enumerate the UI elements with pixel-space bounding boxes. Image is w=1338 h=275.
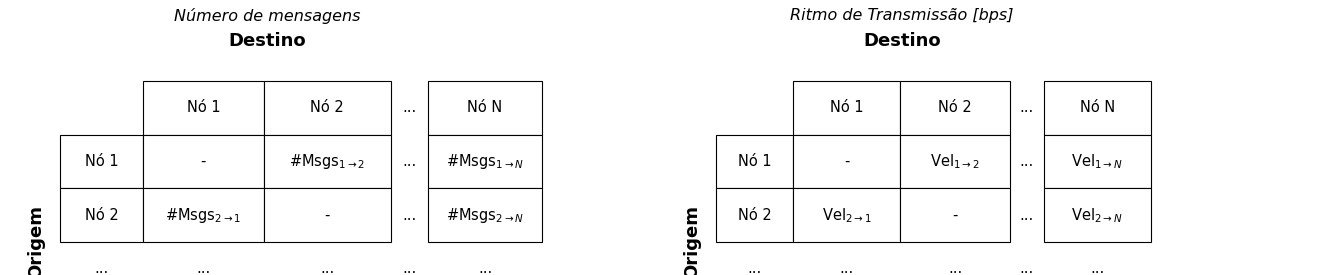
FancyBboxPatch shape [143, 135, 264, 188]
FancyBboxPatch shape [143, 188, 264, 242]
Text: Nó N: Nó N [467, 100, 503, 116]
FancyBboxPatch shape [264, 188, 391, 242]
FancyBboxPatch shape [793, 135, 900, 188]
Text: ...: ... [1020, 100, 1034, 116]
Text: Número de mensagens: Número de mensagens [174, 8, 360, 24]
FancyBboxPatch shape [900, 135, 1010, 188]
Text: ...: ... [403, 261, 416, 275]
Text: Destino: Destino [227, 32, 306, 50]
Text: Nó 2: Nó 2 [84, 208, 119, 223]
FancyBboxPatch shape [716, 135, 793, 188]
FancyBboxPatch shape [1044, 188, 1151, 242]
Text: Nó 2: Nó 2 [310, 100, 344, 116]
FancyBboxPatch shape [60, 135, 143, 188]
Text: Nó 1: Nó 1 [84, 154, 119, 169]
Text: #Msgs$_{1\rightarrow2}$: #Msgs$_{1\rightarrow2}$ [289, 152, 365, 171]
Text: Vel$_{2\rightarrow1}$: Vel$_{2\rightarrow1}$ [822, 206, 872, 224]
Text: Origem: Origem [27, 205, 45, 275]
FancyBboxPatch shape [428, 188, 542, 242]
Text: Nó 2: Nó 2 [737, 208, 772, 223]
Text: ...: ... [1090, 261, 1104, 275]
Text: ...: ... [403, 154, 416, 169]
Text: -: - [201, 154, 206, 169]
Text: Nó 2: Nó 2 [938, 100, 973, 116]
FancyBboxPatch shape [793, 188, 900, 242]
Text: Vel$_{1\rightarrow N}$: Vel$_{1\rightarrow N}$ [1072, 152, 1123, 171]
Text: #Msgs$_{1\rightarrow N}$: #Msgs$_{1\rightarrow N}$ [446, 152, 524, 171]
FancyBboxPatch shape [264, 135, 391, 188]
FancyBboxPatch shape [60, 188, 143, 242]
Text: Origem: Origem [682, 205, 701, 275]
Text: ...: ... [840, 261, 854, 275]
Text: Nó 1: Nó 1 [830, 100, 864, 116]
Text: Vel$_{2\rightarrow N}$: Vel$_{2\rightarrow N}$ [1072, 206, 1123, 224]
Text: ...: ... [748, 261, 761, 275]
Text: #Msgs$_{2\rightarrow1}$: #Msgs$_{2\rightarrow1}$ [166, 206, 241, 225]
FancyBboxPatch shape [900, 188, 1010, 242]
Text: Vel$_{1\rightarrow2}$: Vel$_{1\rightarrow2}$ [930, 152, 981, 171]
Text: ...: ... [1020, 261, 1034, 275]
FancyBboxPatch shape [1044, 135, 1151, 188]
Text: Nó 1: Nó 1 [186, 100, 221, 116]
FancyBboxPatch shape [900, 81, 1010, 135]
FancyBboxPatch shape [428, 135, 542, 188]
FancyBboxPatch shape [143, 81, 264, 135]
Text: ...: ... [949, 261, 962, 275]
Text: ...: ... [1020, 154, 1034, 169]
Text: ...: ... [403, 100, 416, 116]
Text: ...: ... [320, 261, 334, 275]
Text: Nó 1: Nó 1 [737, 154, 772, 169]
Text: ...: ... [1020, 208, 1034, 223]
Text: ...: ... [403, 208, 416, 223]
Text: Ritmo de Transmissão [bps]: Ritmo de Transmissão [bps] [789, 8, 1014, 23]
Text: -: - [844, 154, 850, 169]
FancyBboxPatch shape [716, 188, 793, 242]
FancyBboxPatch shape [1044, 81, 1151, 135]
FancyBboxPatch shape [264, 81, 391, 135]
Text: -: - [324, 208, 330, 223]
Text: Nó N: Nó N [1080, 100, 1115, 116]
Text: #Msgs$_{2\rightarrow N}$: #Msgs$_{2\rightarrow N}$ [446, 206, 524, 225]
Text: -: - [953, 208, 958, 223]
Text: ...: ... [197, 261, 210, 275]
Text: Destino: Destino [863, 32, 941, 50]
FancyBboxPatch shape [793, 81, 900, 135]
Text: ...: ... [95, 261, 108, 275]
FancyBboxPatch shape [428, 81, 542, 135]
Text: ...: ... [478, 261, 492, 275]
